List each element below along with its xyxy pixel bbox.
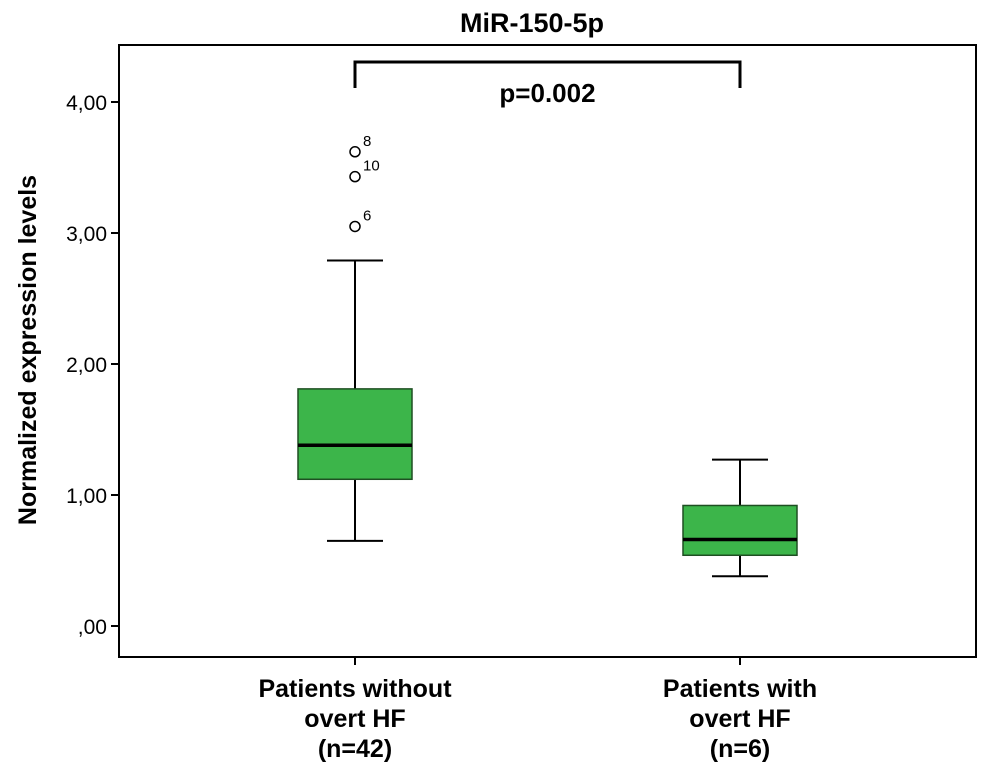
annotation-layer: p=0.002 bbox=[353, 60, 742, 108]
x-category-label: (n=42) bbox=[318, 735, 392, 763]
x-category-label: Patients with bbox=[663, 675, 817, 703]
y-axis-label-group: Normalized expression levels bbox=[14, 175, 42, 525]
iqr-box bbox=[682, 504, 798, 557]
outlier-point bbox=[349, 170, 361, 183]
y-tick-label: 4,00 bbox=[66, 92, 107, 115]
x-category-label: overt HF bbox=[304, 705, 405, 733]
y-tick-label: 2,00 bbox=[66, 354, 107, 377]
y-tick-label: ,00 bbox=[78, 616, 107, 639]
outlier-point bbox=[349, 146, 361, 158]
iqr-box bbox=[297, 388, 413, 481]
p-value-label: p=0.002 bbox=[499, 78, 595, 108]
outlier-label: 10 bbox=[363, 158, 380, 175]
y-tick-label: 1,00 bbox=[66, 485, 107, 508]
significance-bracket bbox=[353, 60, 742, 88]
x-category-label: overt HF bbox=[689, 705, 790, 733]
outlier-label: 8 bbox=[363, 133, 371, 150]
x-category-label: (n=6) bbox=[710, 735, 770, 763]
y-tick-label: 3,00 bbox=[66, 223, 107, 246]
x-category-label: Patients without bbox=[258, 675, 452, 703]
boxes-layer: 8 10 6 bbox=[297, 133, 798, 578]
plot-frame bbox=[118, 44, 977, 658]
y-axis-label: Normalized expression levels bbox=[14, 175, 42, 525]
chart-title: MiR-150-5p bbox=[460, 8, 604, 38]
outlier-label: 6 bbox=[363, 207, 371, 224]
outlier-point bbox=[349, 220, 361, 233]
